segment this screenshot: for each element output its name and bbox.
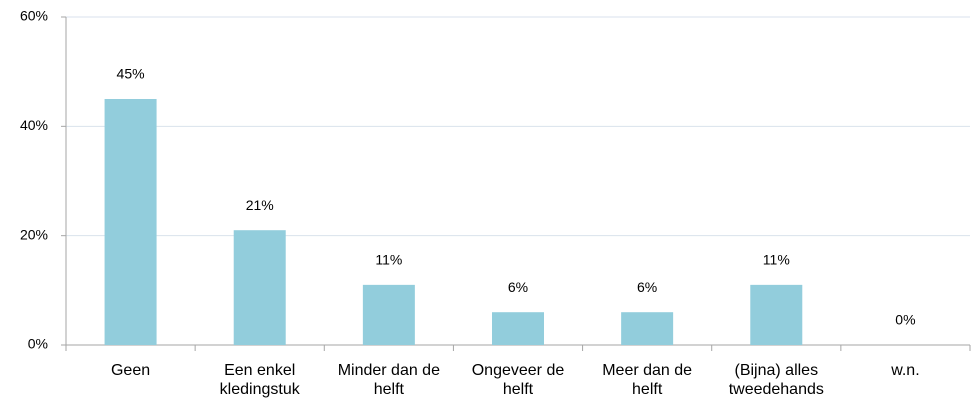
bar <box>362 284 415 345</box>
x-tick-label: w.n. <box>891 362 920 379</box>
x-tick-label: Meer dan de helft <box>602 362 693 398</box>
y-tick-label: 40% <box>20 117 48 133</box>
data-label: 6% <box>508 279 528 295</box>
y-tick-label: 20% <box>20 226 48 242</box>
x-tick-label: Minder dan de helft <box>337 362 440 398</box>
data-label: 11% <box>375 252 402 268</box>
bar <box>750 284 803 345</box>
bar <box>104 99 157 345</box>
data-label: 6% <box>637 279 657 295</box>
data-label: 21% <box>246 197 274 213</box>
x-tick-label: Geen <box>110 362 151 379</box>
data-label: 11% <box>763 252 790 268</box>
bar <box>233 230 286 345</box>
x-tick-label: (Bijna) alles tweedehands <box>728 362 824 398</box>
y-tick-label: 0% <box>28 336 48 352</box>
bar <box>621 312 674 345</box>
data-label: 0% <box>895 312 915 328</box>
y-tick-label: 60% <box>20 8 48 24</box>
x-tick-label: Een enkel kledingstuk <box>219 362 300 398</box>
bar <box>492 312 544 345</box>
data-label: 45% <box>117 66 145 82</box>
x-tick-label: Ongeveer de helft <box>471 362 565 398</box>
